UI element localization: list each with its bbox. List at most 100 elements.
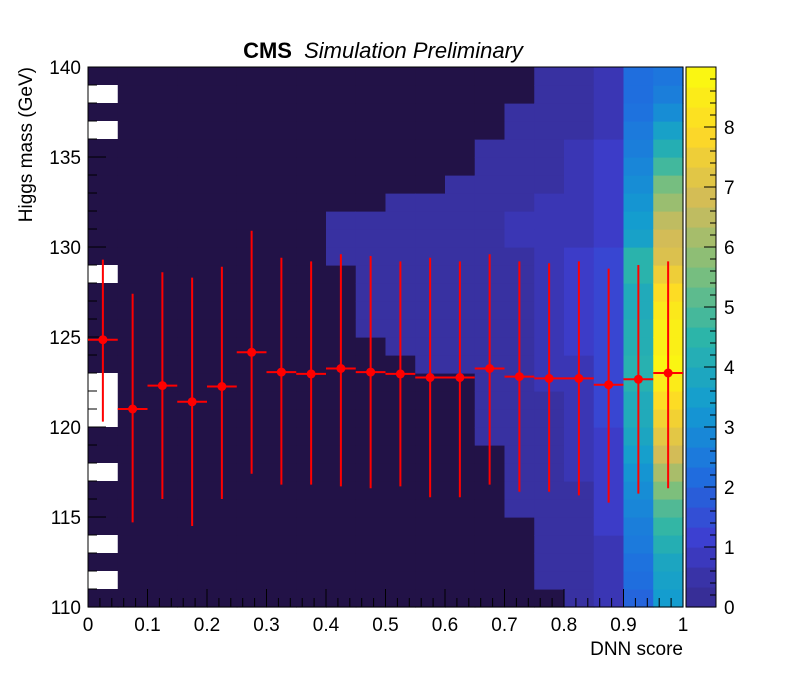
heatmap-cell xyxy=(266,139,297,158)
heatmap-cell xyxy=(593,121,625,140)
heatmap-cell xyxy=(147,103,178,122)
heatmap-cell xyxy=(653,211,684,230)
profile-points xyxy=(88,230,683,526)
heatmap-cell xyxy=(474,553,506,572)
heatmap-cell xyxy=(355,553,387,572)
heatmap-cell xyxy=(147,67,178,86)
y-tick-label: 135 xyxy=(49,148,81,169)
heatmap-cell xyxy=(266,229,297,248)
heatmap-cell xyxy=(623,121,654,140)
heatmap-cell xyxy=(207,157,238,176)
heatmap-cell xyxy=(653,103,684,122)
heatmap-cell xyxy=(355,67,387,86)
heatmap-cell xyxy=(177,103,208,122)
profile-point xyxy=(504,261,535,492)
heatmap-cell xyxy=(623,193,654,212)
heatmap-cell xyxy=(593,517,625,536)
heatmap-cell xyxy=(147,121,178,140)
heatmap-cell xyxy=(117,175,149,194)
heatmap-cell xyxy=(266,481,297,500)
heatmap-cell xyxy=(147,499,178,518)
colorbar-segment xyxy=(686,167,716,188)
heatmap-cell xyxy=(236,211,268,230)
heatmap-cell xyxy=(296,67,327,86)
heatmap-cell xyxy=(326,589,357,608)
heatmap-cell xyxy=(534,139,565,158)
heatmap-cell xyxy=(207,229,238,248)
heatmap-cell xyxy=(177,517,208,536)
y-tick-label: 110 xyxy=(51,598,81,619)
heatmap-cell xyxy=(445,157,476,176)
heatmap-cell xyxy=(88,229,119,248)
profile-point xyxy=(415,257,445,498)
heatmap-cell xyxy=(236,157,268,176)
heatmap-cell xyxy=(534,553,565,572)
heatmap-cell xyxy=(236,103,268,122)
y-tick-label: 140 xyxy=(49,58,81,79)
profile-point xyxy=(117,293,148,523)
heatmap-cell xyxy=(326,121,357,140)
heatmap-cell xyxy=(474,571,506,590)
heatmap-cell xyxy=(415,67,446,86)
colorbar-segment xyxy=(686,207,716,228)
heatmap-cell xyxy=(474,589,506,608)
heatmap-cell xyxy=(117,571,149,590)
heatmap-cell xyxy=(623,211,654,230)
profile-marker xyxy=(128,404,138,414)
colorbar-segment xyxy=(686,527,716,548)
heatmap-cell xyxy=(504,193,535,212)
colorbar-segment xyxy=(686,67,716,88)
heatmap-cell xyxy=(504,499,535,518)
heatmap-cell xyxy=(445,175,476,194)
profile-marker xyxy=(574,373,584,383)
heatmap-cell xyxy=(534,193,565,212)
heatmap-cell xyxy=(177,571,208,590)
heatmap-cells xyxy=(88,67,684,608)
heatmap-cell xyxy=(534,535,565,554)
colorbar-segment xyxy=(686,467,716,488)
heatmap-cell xyxy=(474,103,506,122)
heatmap-cell xyxy=(147,553,178,572)
heatmap-cell xyxy=(88,427,119,446)
heatmap-cell xyxy=(385,67,416,86)
heatmap-cell xyxy=(236,193,268,212)
heatmap-cell xyxy=(445,571,476,590)
profile-marker xyxy=(306,369,316,379)
colorbar-segment xyxy=(686,487,716,508)
heatmap-cell xyxy=(236,85,268,104)
heatmap-cell xyxy=(445,553,476,572)
empty-bin xyxy=(88,463,118,481)
heatmap-cell xyxy=(385,157,416,176)
heatmap-cell xyxy=(207,535,238,554)
x-tick-label: 0.8 xyxy=(551,615,577,636)
heatmap-cell xyxy=(117,283,149,302)
heatmap-cell xyxy=(445,67,476,86)
heatmap-cell xyxy=(296,553,327,572)
heatmap-cell xyxy=(266,193,297,212)
heatmap-cell xyxy=(355,157,387,176)
colorbar-segment xyxy=(686,447,716,468)
heatmap-cell xyxy=(88,103,119,122)
x-tick-label: 0.4 xyxy=(313,615,340,636)
heatmap-cell xyxy=(207,175,238,194)
heatmap-cell xyxy=(653,535,684,554)
heatmap-cell xyxy=(593,67,625,86)
heatmap-cell xyxy=(445,193,476,212)
heatmap-cell xyxy=(534,121,565,140)
heatmap-cell xyxy=(117,247,149,266)
heatmap-cell xyxy=(236,517,268,536)
profile-marker xyxy=(336,364,346,373)
heatmap-cell xyxy=(236,589,268,608)
heatmap-cell xyxy=(445,229,476,248)
heatmap-cell xyxy=(445,139,476,158)
heatmap-cell xyxy=(504,103,535,122)
heatmap-cell xyxy=(415,121,446,140)
heatmap-cell xyxy=(296,175,327,194)
heatmap-cell xyxy=(266,175,297,194)
profile-marker xyxy=(217,382,227,391)
heatmap-cell xyxy=(593,211,625,230)
heatmap-cell xyxy=(653,229,684,248)
heatmap-cell xyxy=(326,211,357,230)
heatmap-cell xyxy=(88,499,119,518)
heatmap-cell xyxy=(385,103,416,122)
